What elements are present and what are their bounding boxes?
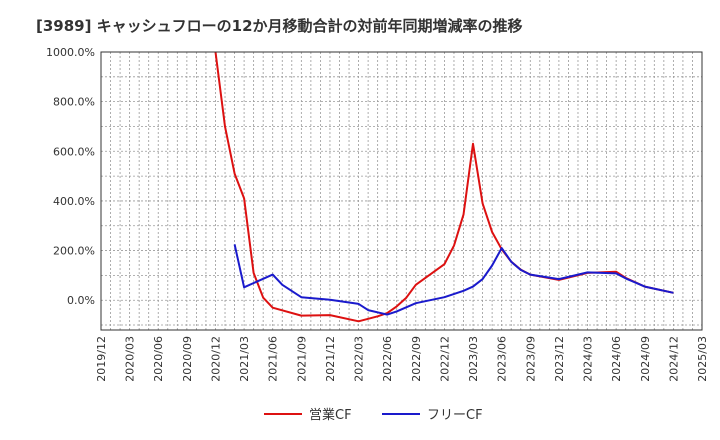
x-tick-label: 2019/12 [95, 336, 108, 382]
x-tick-label: 2024/03 [582, 336, 595, 382]
chart-title: [3989] キャッシュフローの12か月移動合計の対前年同期増減率の推移 [36, 17, 523, 35]
series-lines [214, 51, 674, 323]
x-tick-label: 2025/03 [696, 336, 709, 382]
x-tick-label: 2023/06 [496, 336, 509, 382]
y-tick-label: 400.0% [53, 195, 95, 208]
y-tick-label: 600.0% [53, 145, 95, 158]
x-tick-label: 2023/12 [553, 336, 566, 382]
y-axis-ticks: 0.0% 200.0% 400.0% 600.0% 800.0% 1000.0% [46, 46, 95, 307]
x-tick-label: 2022/09 [410, 336, 423, 382]
x-tick-label: 2023/03 [467, 336, 480, 382]
y-tick-label: 0.0% [67, 294, 95, 307]
grid [101, 52, 702, 330]
plot-frame [100, 51, 703, 331]
x-tick-label: 2021/09 [295, 336, 308, 382]
x-tick-label: 2021/03 [238, 336, 251, 382]
x-tick-label: 2020/09 [181, 336, 194, 382]
x-tick-label: 2020/12 [209, 336, 222, 382]
x-tick-label: 2024/09 [639, 336, 652, 382]
x-tick-label: 2024/12 [667, 336, 680, 382]
x-tick-label: 2021/12 [324, 336, 337, 382]
x-tick-label: 2023/09 [524, 336, 537, 382]
y-tick-label: 200.0% [53, 245, 95, 258]
legend: 営業CF フリーCF [264, 407, 483, 423]
x-tick-label: 2022/12 [438, 336, 451, 382]
x-tick-label: 2020/03 [124, 336, 137, 382]
series-line-free-cf [233, 244, 674, 316]
x-tick-label: 2020/06 [152, 336, 165, 382]
x-axis-ticks: 2019/12 2020/03 2020/06 2020/09 2020/12 2021/… [95, 336, 709, 382]
x-tick-label: 2022/06 [381, 336, 394, 382]
legend-label-operating-cf: 営業CF [309, 407, 352, 423]
x-tick-label: 2022/03 [353, 336, 366, 382]
x-tick-label: 2021/06 [267, 336, 280, 382]
x-tick-label: 2024/06 [610, 336, 623, 382]
legend-label-free-cf: フリーCF [427, 408, 483, 423]
y-tick-label: 1000.0% [46, 46, 95, 59]
y-tick-label: 800.0% [53, 96, 95, 109]
